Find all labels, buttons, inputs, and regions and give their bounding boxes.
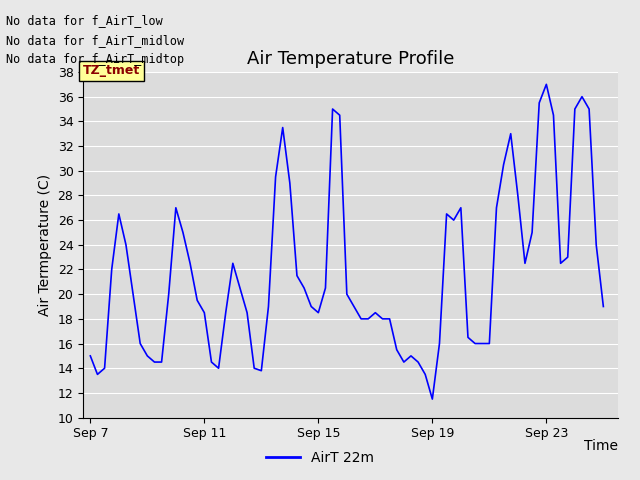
Text: Time: Time	[584, 439, 618, 453]
Title: Air Temperature Profile: Air Temperature Profile	[246, 49, 454, 68]
Text: No data for f_AirT_midlow: No data for f_AirT_midlow	[6, 34, 184, 47]
Text: No data for f_AirT_low: No data for f_AirT_low	[6, 14, 163, 27]
Legend: AirT 22m: AirT 22m	[260, 445, 380, 471]
Text: No data for f_AirT_midtop: No data for f_AirT_midtop	[6, 53, 184, 66]
Y-axis label: Air Termperature (C): Air Termperature (C)	[38, 174, 52, 316]
Text: TZ_tmet: TZ_tmet	[83, 64, 140, 77]
